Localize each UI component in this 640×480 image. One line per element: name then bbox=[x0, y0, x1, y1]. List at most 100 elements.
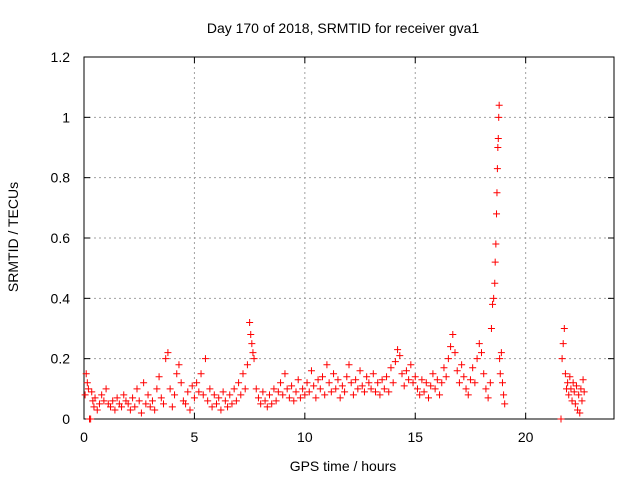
data-point bbox=[279, 391, 287, 399]
data-point bbox=[102, 385, 110, 393]
data-point bbox=[391, 358, 399, 366]
data-point bbox=[283, 385, 291, 393]
data-point bbox=[164, 349, 172, 357]
data-point bbox=[431, 385, 439, 393]
data-point bbox=[438, 379, 446, 387]
data-point bbox=[568, 397, 576, 405]
data-point bbox=[578, 397, 586, 405]
data-point bbox=[140, 379, 148, 387]
data-point bbox=[93, 406, 101, 414]
data-point bbox=[429, 370, 437, 378]
data-point bbox=[341, 388, 349, 396]
data-point bbox=[153, 385, 161, 393]
data-point bbox=[87, 415, 95, 423]
y-tick-label: 0 bbox=[62, 411, 70, 427]
data-point bbox=[334, 376, 342, 384]
data-point bbox=[493, 210, 501, 218]
data-point bbox=[210, 391, 218, 399]
data-point bbox=[296, 394, 304, 402]
data-point bbox=[195, 388, 203, 396]
data-point bbox=[442, 373, 450, 381]
data-point bbox=[146, 403, 154, 411]
data-point bbox=[487, 325, 495, 332]
data-point bbox=[307, 367, 315, 375]
data-point bbox=[493, 165, 501, 173]
data-point bbox=[358, 382, 366, 390]
data-point bbox=[480, 370, 488, 378]
data-point bbox=[360, 388, 368, 396]
data-point bbox=[199, 391, 207, 399]
data-point bbox=[314, 376, 322, 384]
data-point bbox=[151, 406, 159, 414]
data-point bbox=[577, 385, 585, 393]
data-point bbox=[246, 318, 254, 326]
data-point bbox=[565, 391, 573, 399]
data-point bbox=[120, 391, 128, 399]
data-point bbox=[113, 394, 121, 402]
data-point bbox=[221, 397, 229, 405]
data-point bbox=[100, 397, 108, 405]
data-point bbox=[338, 382, 346, 390]
x-tick-label: 15 bbox=[407, 429, 423, 445]
data-point bbox=[204, 397, 212, 405]
data-point bbox=[387, 364, 395, 372]
data-point bbox=[157, 394, 165, 402]
data-point bbox=[285, 394, 293, 402]
data-point bbox=[575, 391, 583, 399]
data-point bbox=[409, 379, 417, 387]
data-point bbox=[343, 373, 351, 381]
x-tick-label: 20 bbox=[518, 429, 534, 445]
data-point bbox=[436, 391, 444, 399]
data-point bbox=[243, 361, 251, 369]
data-point bbox=[217, 406, 225, 414]
data-point bbox=[208, 403, 216, 411]
data-point bbox=[498, 379, 506, 387]
data-point bbox=[440, 364, 448, 372]
data-point bbox=[580, 388, 588, 396]
data-point bbox=[250, 355, 258, 363]
data-point bbox=[190, 394, 198, 402]
data-point bbox=[305, 388, 313, 396]
data-point bbox=[369, 370, 377, 378]
data-point bbox=[316, 385, 324, 393]
data-point bbox=[400, 382, 408, 390]
data-point bbox=[365, 379, 373, 387]
data-point bbox=[347, 379, 355, 387]
data-point bbox=[193, 379, 201, 387]
data-point bbox=[226, 391, 234, 399]
chart-title: Day 170 of 2018, SRMTID for receiver gva… bbox=[207, 20, 480, 36]
data-point bbox=[407, 361, 415, 369]
data-point bbox=[160, 400, 167, 408]
data-point bbox=[144, 391, 152, 399]
data-point bbox=[411, 373, 419, 381]
data-point bbox=[155, 373, 163, 381]
data-point bbox=[367, 385, 375, 393]
data-point bbox=[288, 382, 296, 390]
data-point bbox=[131, 403, 139, 411]
data-point bbox=[232, 397, 240, 405]
data-point bbox=[272, 397, 280, 405]
data-point bbox=[484, 394, 492, 402]
data-point bbox=[277, 379, 285, 387]
data-point bbox=[394, 346, 402, 354]
data-point bbox=[259, 388, 267, 396]
y-tick-label: 1.2 bbox=[51, 49, 71, 65]
axes bbox=[83, 56, 615, 420]
data-point bbox=[469, 364, 477, 372]
data-point bbox=[274, 388, 282, 396]
data-point bbox=[570, 388, 578, 396]
data-point bbox=[325, 379, 333, 387]
data-point bbox=[352, 376, 360, 384]
data-point bbox=[413, 385, 421, 393]
x-tick-label: 0 bbox=[80, 429, 88, 445]
x-tick-label: 10 bbox=[297, 429, 313, 445]
data-point bbox=[336, 394, 344, 402]
data-point bbox=[579, 376, 587, 384]
data-point bbox=[327, 388, 335, 396]
data-point bbox=[290, 397, 298, 405]
data-point bbox=[323, 361, 331, 369]
data-point bbox=[372, 388, 379, 396]
data-point bbox=[420, 388, 428, 396]
data-point bbox=[166, 385, 174, 393]
